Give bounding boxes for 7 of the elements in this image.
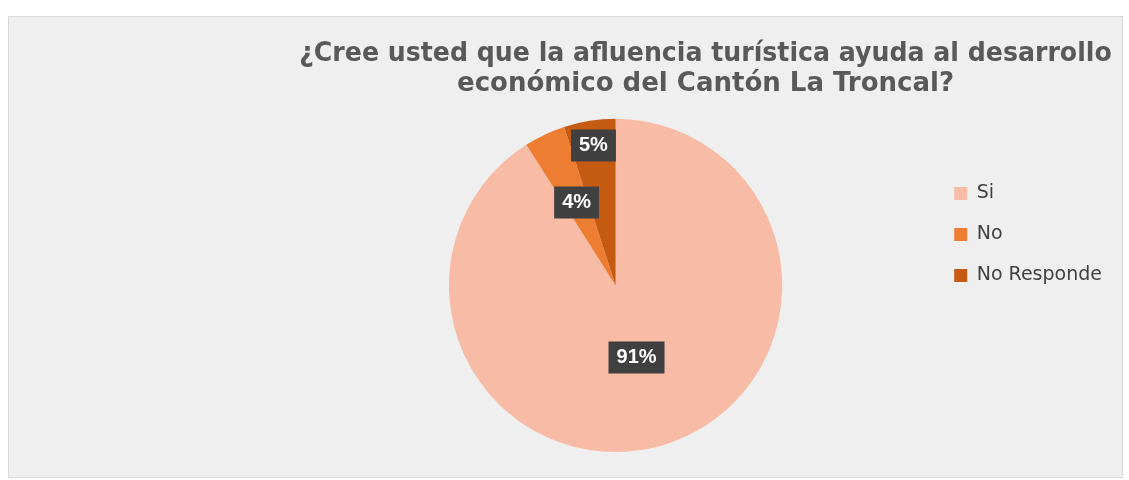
data-label: 4% — [562, 190, 592, 213]
legend-label: Si — [976, 180, 995, 203]
data-label: 5% — [579, 133, 609, 156]
chart-title: ¿Cree usted que la afluencia turística ayuda al desarrollo económico del Cantón La Troncal? — [299, 36, 1112, 97]
legend-label: No Responde — [976, 262, 1103, 285]
data-label: 91% — [616, 344, 657, 367]
legend-label: No — [976, 221, 1003, 244]
